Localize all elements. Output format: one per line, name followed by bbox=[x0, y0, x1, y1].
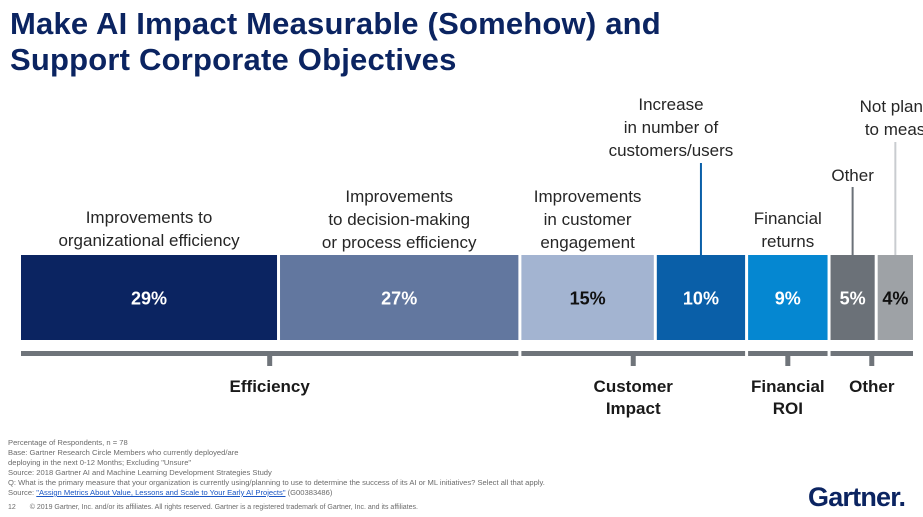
segment-category-label: Increase in number of customers/users bbox=[609, 95, 734, 160]
segment-category-label: Improvements in customer engagement bbox=[534, 187, 642, 252]
footnote-source-study: Source: 2018 Gartner AI and Machine Lear… bbox=[8, 468, 272, 477]
group-bracket-tick bbox=[630, 351, 636, 366]
slide-title-line-1: Make AI Impact Measurable (Somehow) and bbox=[10, 6, 661, 41]
bar-segment bbox=[830, 255, 875, 340]
stacked-bar-chart: 29% Improvements to organizational efficie… bbox=[21, 95, 923, 418]
copyright-bar: 12 © 2019 Gartner, Inc. and/or its affili… bbox=[8, 504, 418, 511]
gartner-logo: Gartner. bbox=[808, 482, 906, 512]
footnote-source-prefix: Source: bbox=[8, 488, 37, 497]
group-label: Other bbox=[849, 377, 895, 396]
footnote-source-report: Source: "Assign Metrics About Value, Les… bbox=[8, 488, 808, 498]
segment-category-label: Improvements to organizational efficiency bbox=[58, 208, 240, 250]
group-label: Customer Impact bbox=[594, 377, 674, 418]
bar-value-label: 27% bbox=[381, 289, 417, 309]
footnote-question: Q: What is the primary measure that your… bbox=[8, 478, 545, 487]
group-label: Efficiency bbox=[230, 377, 311, 396]
bar-value-label: 5% bbox=[840, 289, 866, 309]
segment-category-label: Other bbox=[831, 166, 874, 185]
footnote-source-id: (G00383486) bbox=[285, 488, 333, 497]
bar-segment bbox=[521, 255, 654, 340]
slide-title-line-2: Support Corporate Objectives bbox=[10, 42, 457, 77]
bar-segment bbox=[748, 255, 828, 340]
footnotes: Percentage of Respondents, n = 78 Base: … bbox=[8, 438, 808, 498]
bar-value-label: 4% bbox=[882, 289, 908, 309]
footnote-respondents: Percentage of Respondents, n = 78 bbox=[8, 438, 128, 447]
segment-category-label: Improvements to decision-making or process… bbox=[322, 187, 477, 252]
segment-category-label: Financial returns bbox=[754, 209, 822, 251]
footnote-base-cont: deploying in the next 0-12 Months; Exclu… bbox=[8, 458, 192, 467]
copyright-text: © 2019 Gartner, Inc. and/or its affiliat… bbox=[29, 504, 418, 511]
bar-segment bbox=[877, 255, 913, 340]
bar-value-label: 9% bbox=[775, 289, 801, 309]
group-bracket-tick bbox=[869, 351, 875, 366]
group-label: Financial ROI bbox=[751, 377, 825, 418]
source-report-link[interactable]: "Assign Metrics About Value, Lessons and… bbox=[36, 488, 286, 497]
footnote-base: Base: Gartner Research Circle Members wh… bbox=[8, 448, 239, 457]
bar-segment bbox=[21, 255, 278, 340]
bar-segment bbox=[280, 255, 519, 340]
bar-value-label: 29% bbox=[131, 289, 167, 309]
group-bracket-tick bbox=[785, 351, 791, 366]
group-bracket-tick bbox=[267, 351, 273, 366]
bar-value-label: 10% bbox=[683, 289, 719, 309]
slide-title: Make AI Impact Measurable (Somehow) and … bbox=[10, 6, 910, 78]
bar-segment bbox=[656, 255, 746, 340]
bar-value-label: 15% bbox=[570, 289, 606, 309]
page-number: 12 bbox=[8, 504, 16, 511]
